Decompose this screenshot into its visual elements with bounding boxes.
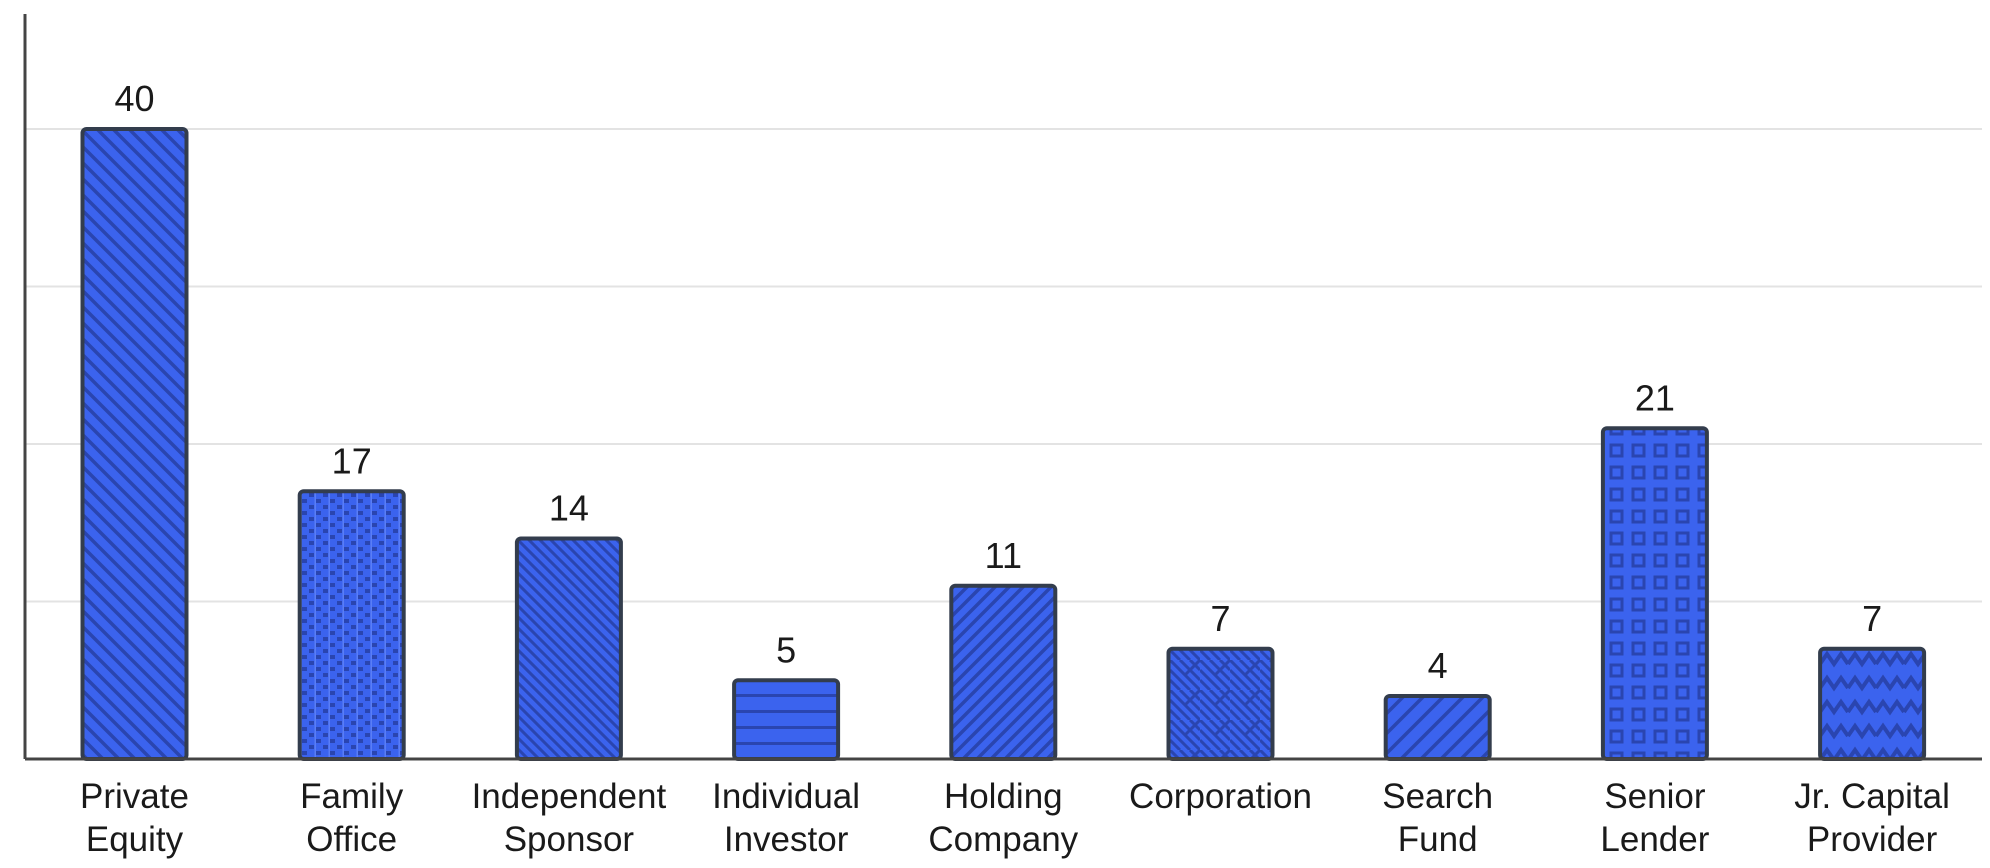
x-tick-label: Individual [712,777,860,816]
x-tick-label: Lender [1600,820,1709,859]
bar [80,127,189,761]
bar [1600,426,1709,761]
x-tick-label: Independent [472,777,667,816]
bar [1818,646,1927,761]
data-label: 14 [549,488,589,529]
data-label: 11 [985,535,1022,576]
bar [1166,646,1275,761]
data-label: 7 [1862,598,1882,639]
data-label: 21 [1635,377,1675,418]
bar [297,489,406,761]
bars [80,127,1927,761]
x-tick-label: Office [306,820,397,859]
data-label: 17 [332,440,372,481]
axes [23,14,1982,761]
x-tick-label: Investor [724,820,849,859]
x-tick-label: Equity [86,820,184,859]
x-tick-label: Corporation [1129,777,1312,816]
x-tick-label: Private [80,777,189,816]
x-tick-label: Provider [1807,820,1938,859]
x-tick-label: Fund [1398,820,1478,859]
data-label: 7 [1210,598,1230,639]
data-labels: 40 17 14 5 11 7 4 21 7 [114,78,1882,686]
x-tick-label: Sponsor [504,820,635,859]
data-label: 5 [776,629,796,670]
x-tick-labels: Private Equity Family Office Independent Spon… [80,777,1950,859]
bar [514,536,623,761]
data-label: 4 [1428,645,1448,686]
bar [1383,694,1492,761]
data-label: 40 [114,78,154,119]
bar [949,583,1058,761]
x-tick-label: Family [300,777,404,816]
bar [732,678,841,761]
x-tick-label: Search [1382,777,1493,816]
x-tick-label: Company [928,820,1078,859]
x-tick-label: Jr. Capital [1794,777,1950,816]
x-tick-label: Senior [1604,777,1706,816]
x-tick-label: Holding [944,777,1063,816]
